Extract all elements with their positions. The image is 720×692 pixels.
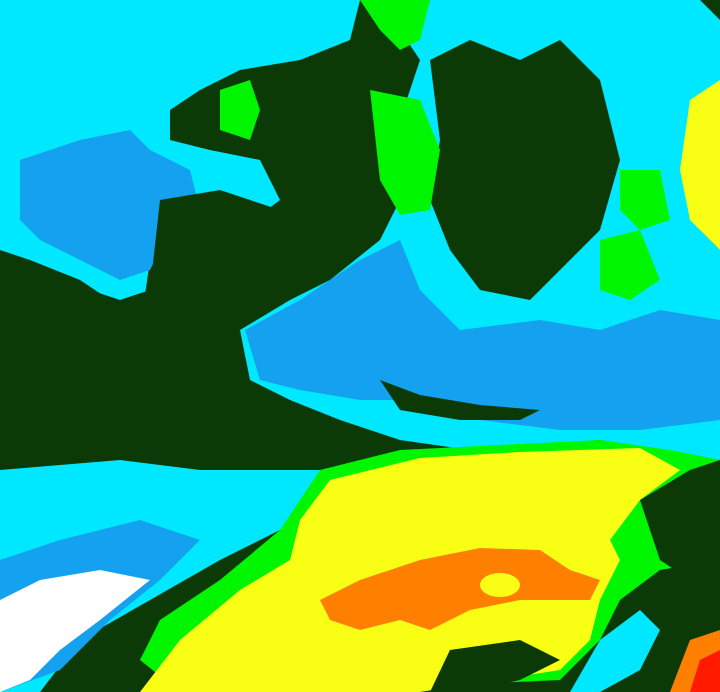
region-blue-center <box>245 240 720 430</box>
region-yellow-topright <box>680 80 720 250</box>
region-green-top <box>360 0 430 50</box>
region-dark-streak-bottom <box>430 640 560 692</box>
region-green-topright <box>620 170 670 230</box>
region-cyan-lower-right <box>570 610 660 692</box>
region-dark-lower-right <box>640 460 720 580</box>
region-green-right <box>600 230 660 300</box>
region-orange <box>320 548 600 630</box>
region-yellow-eye <box>480 573 520 597</box>
region-blue-left <box>20 130 200 280</box>
region-dark-center <box>0 190 330 480</box>
region-dark-streaks <box>430 40 620 300</box>
region-red-corner <box>690 650 720 692</box>
region-green-mid <box>370 90 440 215</box>
region-white-bottomleft <box>0 570 150 692</box>
region-green-topcenter <box>220 80 260 140</box>
region-dark-arc <box>380 380 540 420</box>
